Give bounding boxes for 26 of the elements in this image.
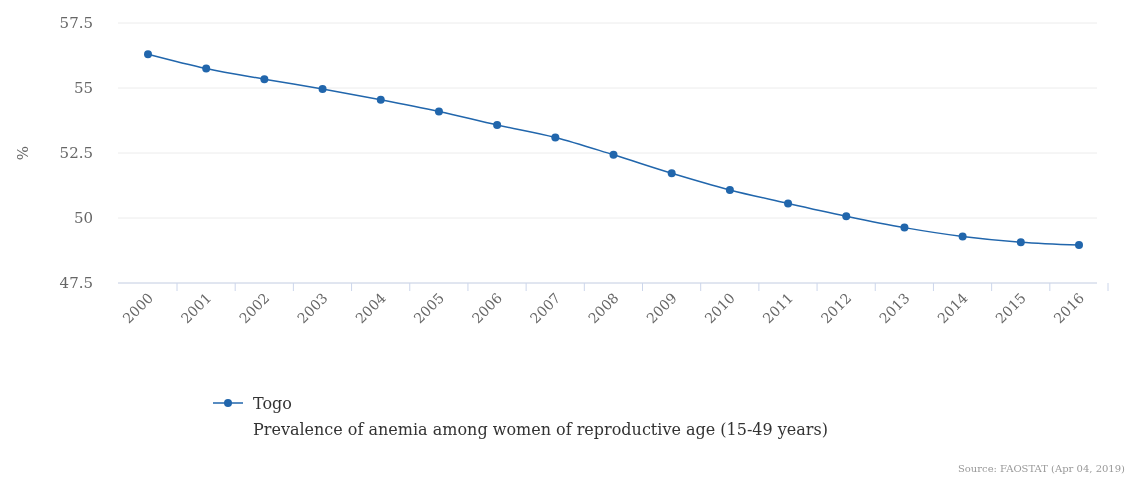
point [260, 75, 269, 84]
point [551, 133, 560, 142]
point [493, 120, 502, 129]
y-tick-label: 55 [73, 79, 93, 98]
point [900, 223, 909, 232]
point [202, 64, 211, 73]
point [144, 50, 152, 59]
point [842, 212, 851, 221]
y-tick-label: 47.5 [59, 274, 93, 293]
point [1016, 238, 1025, 247]
point [725, 185, 734, 194]
point [376, 95, 385, 104]
y-tick-label: 57.5 [59, 14, 93, 33]
y-tick-label: 52.5 [59, 144, 93, 163]
point [958, 232, 967, 241]
source-note: Source: FAOSTAT (Apr 04, 2019) [957, 463, 1126, 474]
point [609, 150, 618, 159]
point [434, 107, 443, 116]
legend-label: Togo [253, 393, 292, 413]
point [784, 199, 793, 208]
y-axis-title: % [14, 145, 32, 161]
point [1075, 241, 1083, 250]
y-tick-label: 50 [73, 209, 93, 228]
text: Prevalence of anemia among women of reproductive age (15-49 years) [253, 419, 828, 439]
point [667, 169, 676, 178]
point [318, 85, 327, 94]
